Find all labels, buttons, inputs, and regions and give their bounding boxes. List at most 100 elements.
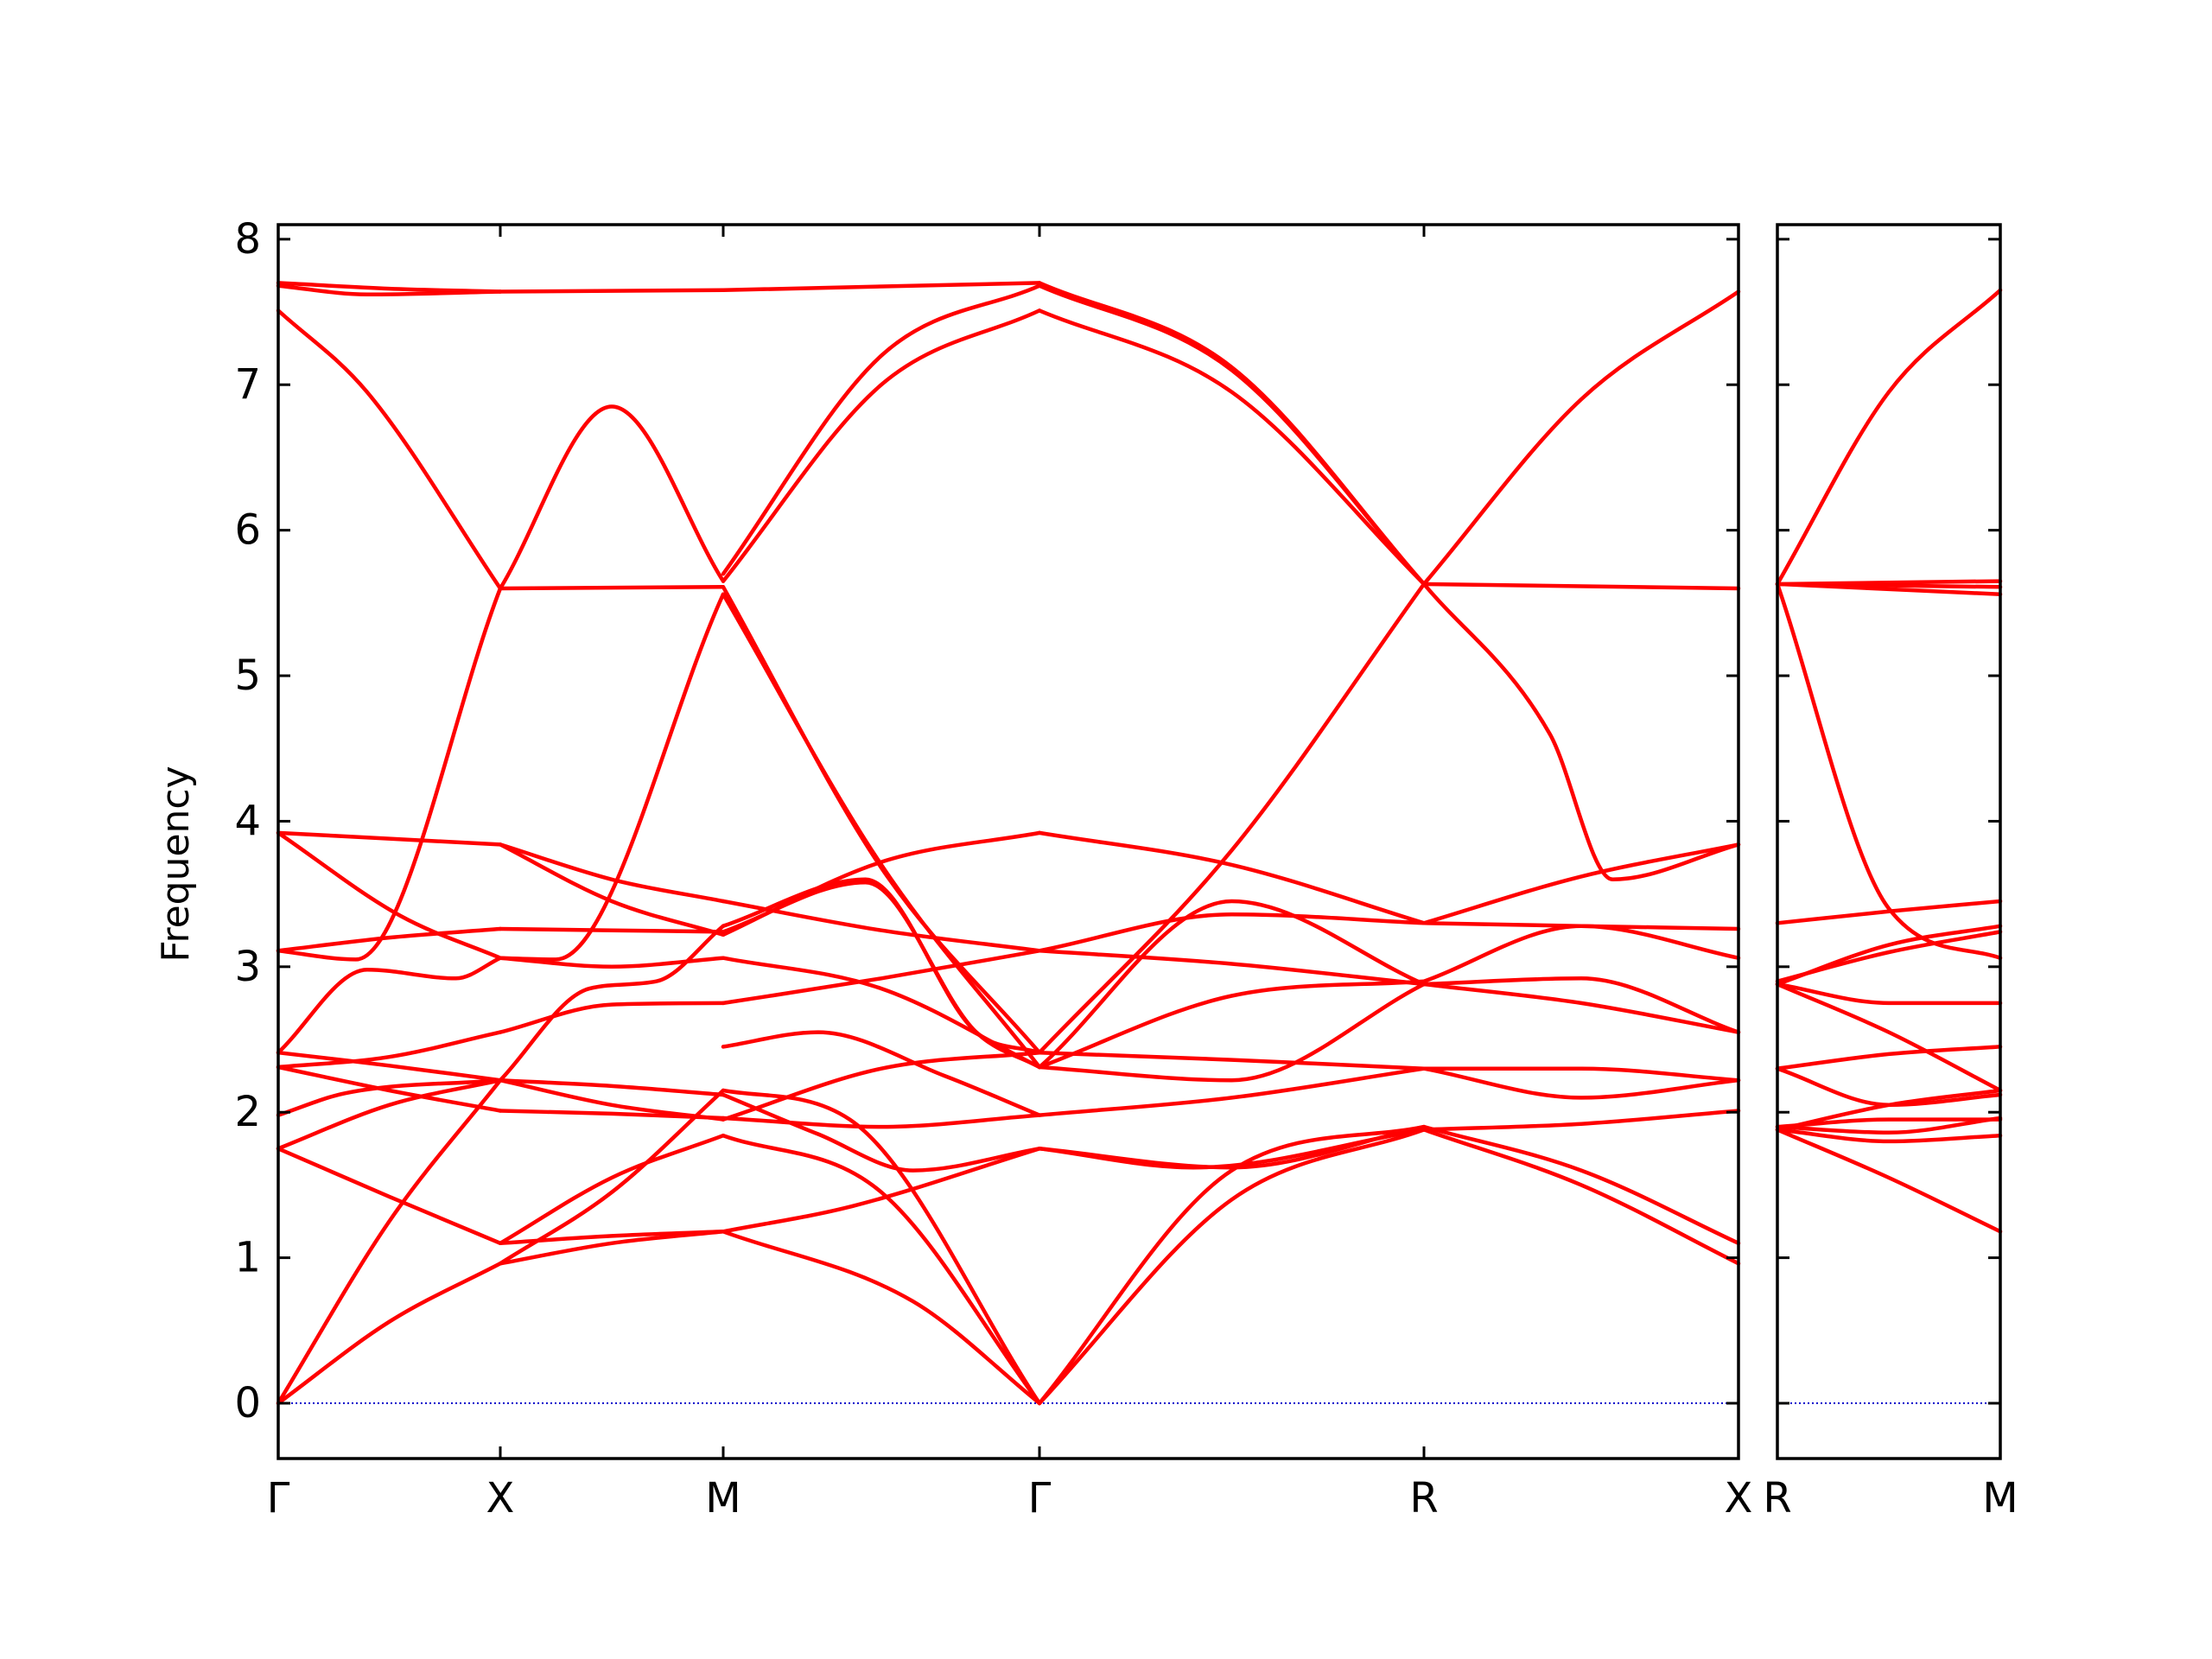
phonon-band-line bbox=[276, 956, 503, 1055]
phonon-band-line bbox=[276, 1077, 503, 1151]
phonon-band-line bbox=[1421, 1109, 1741, 1132]
phonon-band-line bbox=[1775, 288, 2003, 587]
phonon-band-line bbox=[1037, 1050, 1427, 1071]
phonon-band-line bbox=[1775, 1128, 2003, 1234]
phonon-band-line bbox=[1775, 1116, 2003, 1135]
phonon-band-line bbox=[276, 308, 503, 591]
phonon-band-line bbox=[721, 899, 1042, 953]
phonon-band-line bbox=[721, 1113, 1042, 1129]
x-tick-label: M bbox=[1982, 1474, 2018, 1522]
phonon-band-line bbox=[721, 877, 1042, 1055]
x-tick-label: R bbox=[1409, 1474, 1438, 1522]
phonon-band-line bbox=[1775, 579, 2003, 587]
phonon-band-line bbox=[1421, 1066, 1741, 1083]
phonon-band-line bbox=[1775, 1045, 2003, 1071]
phonon-band-line bbox=[498, 1001, 726, 1034]
phonon-band-line bbox=[1421, 921, 1741, 931]
phonon-band-line bbox=[1037, 582, 1427, 1055]
phonon-band-line bbox=[1775, 930, 2003, 983]
y-tick-label: 1 bbox=[234, 1234, 261, 1282]
phonon-band-line bbox=[498, 842, 726, 904]
phonon-band-line bbox=[1421, 1124, 1741, 1246]
y-tick-label: 7 bbox=[234, 360, 261, 409]
phonon-band-line bbox=[1037, 1066, 1427, 1117]
x-tick-label: X bbox=[486, 1474, 515, 1522]
y-axis-label: Frequency bbox=[154, 766, 198, 962]
phonon-band-line bbox=[276, 1077, 503, 1117]
phonon-band-line bbox=[498, 924, 726, 1083]
phonon-band-line bbox=[721, 1088, 1042, 1406]
phonon-band-line bbox=[1037, 281, 1427, 587]
phonon-band-line bbox=[498, 585, 726, 591]
phonon-band-line bbox=[1775, 982, 2003, 1093]
x-tick-label: Γ bbox=[1028, 1474, 1052, 1522]
phonon-band-line bbox=[721, 1133, 1042, 1406]
phonon-band-line bbox=[498, 1133, 726, 1246]
y-tick-label: 0 bbox=[234, 1379, 261, 1427]
phonon-band-line bbox=[498, 404, 726, 591]
phonon-band-line bbox=[1775, 1128, 2003, 1144]
phonon-band-line bbox=[498, 842, 726, 938]
phonon-band-line bbox=[276, 1065, 503, 1113]
phonon-band-line bbox=[721, 1230, 1042, 1406]
phonon-band-line bbox=[498, 288, 726, 294]
phonon-band-line bbox=[498, 1230, 726, 1266]
phonon-band-line bbox=[1421, 976, 1741, 1034]
phonon-band-line bbox=[1037, 1124, 1427, 1170]
phonon-band-line bbox=[498, 1077, 726, 1122]
phonon-band-line bbox=[1421, 1128, 1741, 1266]
phonon-band-line bbox=[1421, 289, 1741, 587]
phonon-band-line bbox=[498, 1077, 726, 1097]
phonon-band-line bbox=[1037, 308, 1427, 587]
phonon-band-line bbox=[1037, 1124, 1427, 1406]
phonon-band-line bbox=[276, 926, 503, 953]
phonon-band-line bbox=[498, 592, 726, 962]
phonon-band-line bbox=[721, 281, 1042, 293]
phonon-band-line bbox=[721, 585, 1042, 1055]
phonon-band-line bbox=[498, 926, 726, 934]
phonon-band-line bbox=[1775, 924, 2003, 987]
phonon-band-line bbox=[1421, 842, 1741, 925]
y-tick-label: 5 bbox=[234, 652, 261, 700]
phonon-band-line bbox=[721, 949, 1042, 1006]
plot-frame bbox=[1776, 223, 2002, 1460]
x-tick-label: X bbox=[1725, 1474, 1753, 1522]
x-tick-label: R bbox=[1763, 1474, 1791, 1522]
phonon-band-line bbox=[1037, 982, 1427, 1083]
phonon-band-line bbox=[1037, 912, 1427, 953]
phonon-band-line bbox=[276, 830, 503, 960]
x-tick-label: Γ bbox=[267, 1474, 290, 1522]
phonon-band-line bbox=[276, 1147, 503, 1246]
phonon-band-line bbox=[1037, 979, 1427, 1070]
phonon-band-line bbox=[276, 1262, 503, 1406]
phonon-band-line bbox=[721, 1050, 1042, 1122]
phonon-band-line bbox=[498, 1088, 726, 1266]
phonon-band-line bbox=[276, 281, 503, 294]
phonon-band-line bbox=[498, 956, 726, 969]
phonon-band-line bbox=[1775, 1066, 2003, 1108]
phonon-band-line bbox=[721, 1030, 1042, 1117]
phonon-band-line bbox=[1037, 949, 1427, 987]
main-panel: 0 1 2 3 4 5 6 7 8 Γ X M Γ R X bbox=[234, 215, 1752, 1522]
phonon-band-line bbox=[721, 283, 1042, 576]
phonon-band-line bbox=[1037, 899, 1427, 1070]
phonon-band-line bbox=[721, 308, 1042, 583]
phonon-band-line bbox=[1037, 830, 1427, 925]
phonon-band-line bbox=[721, 956, 1042, 1070]
phonon-band-line bbox=[1421, 1066, 1741, 1100]
y-tick-label: 3 bbox=[234, 943, 261, 991]
y-tick-label: 4 bbox=[234, 797, 261, 845]
phonon-band-line bbox=[1037, 1128, 1427, 1406]
phonon-band-line bbox=[721, 1092, 1042, 1173]
phonon-band-line bbox=[1775, 982, 2003, 1006]
phonon-band-line bbox=[1775, 1117, 2003, 1129]
plot-frame bbox=[276, 223, 1740, 1460]
y-tick-label: 8 bbox=[234, 215, 261, 264]
phonon-band-line bbox=[276, 1077, 503, 1406]
phonon-band-line bbox=[1421, 582, 1741, 882]
phonon-band-line bbox=[1775, 899, 2003, 925]
phonon-band-line bbox=[276, 830, 503, 847]
x-tick-label: M bbox=[705, 1474, 741, 1522]
